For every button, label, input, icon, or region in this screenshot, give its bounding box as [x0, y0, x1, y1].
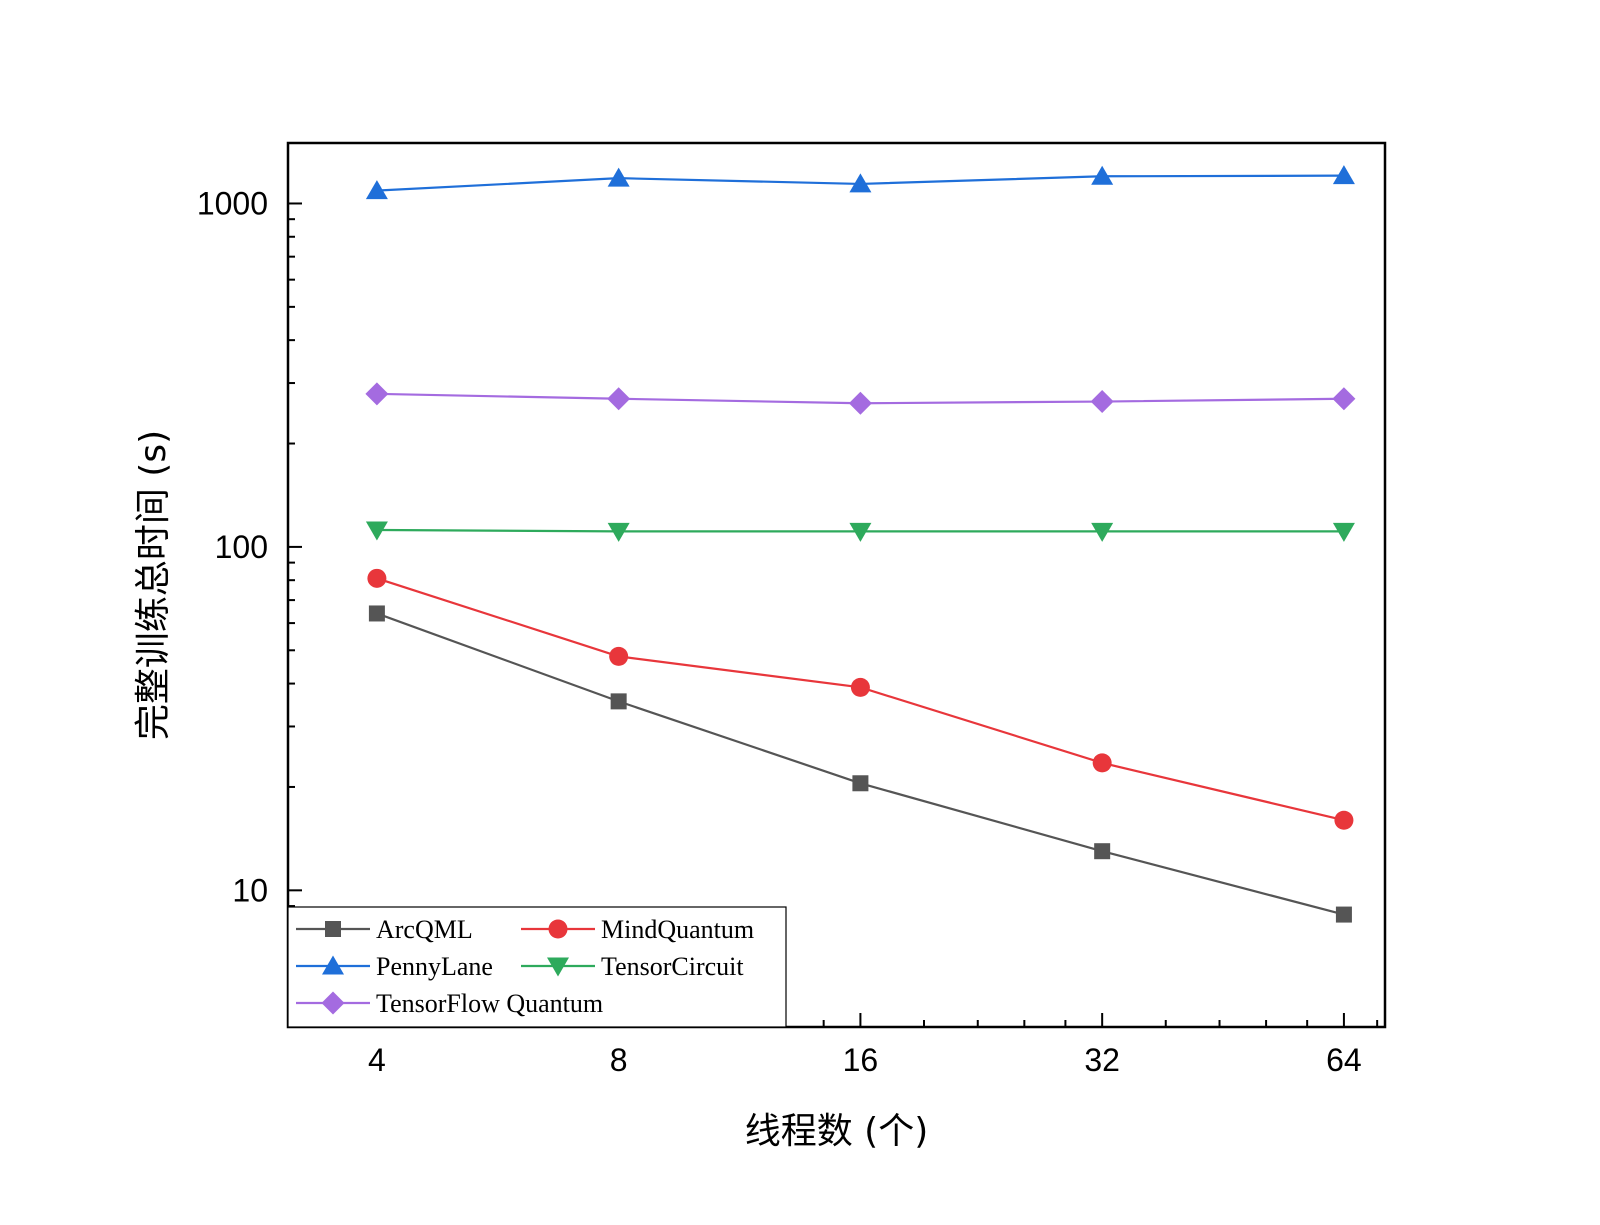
data-point-arcqml [1335, 906, 1352, 923]
data-point-arcqml [1094, 843, 1111, 860]
data-point-tensorcircuit [607, 522, 630, 542]
series-line-arcqml [376, 612, 1345, 916]
legend-item-tensorcircuit: TensorCircuit [521, 952, 744, 981]
x-tick-label: 4 [368, 1042, 386, 1078]
data-point-tensorcircuit [1091, 522, 1114, 542]
data-point-tensorflow-quantum [365, 382, 389, 406]
data-point-tensorcircuit [1332, 522, 1355, 542]
series-tensorcircuit [365, 521, 1355, 542]
legend-swatch-marker [325, 921, 341, 937]
legend: ArcQML MindQuantum PennyLane TensorCircuit T… [287, 906, 787, 1028]
x-tick-label: 16 [843, 1042, 879, 1078]
data-point-mindquantum [609, 646, 629, 666]
data-point-tensorflow-quantum [607, 387, 631, 411]
data-point-mindquantum [1334, 810, 1354, 830]
series-tensorflow-quantum [365, 382, 1356, 415]
legend-swatch-marker [322, 955, 344, 975]
x-tick-label: 8 [610, 1042, 628, 1078]
legend-item-arcqml: ArcQML [296, 915, 473, 944]
y-tick-label: 1000 [197, 185, 268, 221]
data-point-arcqml [610, 693, 627, 710]
plot-frame [286, 141, 1387, 1029]
legend-swatch-marker [321, 991, 345, 1015]
series-mindquantum [367, 568, 1354, 830]
data-point-pennylane [365, 180, 388, 200]
data-point-arcqml [852, 775, 869, 792]
data-point-arcqml [368, 605, 385, 622]
data-point-tensorcircuit [849, 522, 872, 542]
data-point-pennylane [607, 167, 630, 187]
x-tick-label: 64 [1326, 1042, 1362, 1078]
legend-item-mindquantum: MindQuantum [521, 915, 754, 944]
y-tick-label: 100 [215, 529, 268, 565]
series-arcqml [368, 605, 1352, 923]
legend-label: PennyLane [376, 952, 493, 981]
data-point-pennylane [849, 173, 872, 193]
legend-item-tensorflow-quantum: TensorFlow Quantum [296, 989, 603, 1018]
legend-swatch-marker [547, 957, 569, 977]
series-pennylane [365, 165, 1355, 200]
data-point-tensorcircuit [365, 521, 388, 541]
legend-label: MindQuantum [601, 915, 754, 944]
legend-label: TensorCircuit [601, 952, 744, 981]
data-point-mindquantum [850, 677, 870, 697]
legend-label: TensorFlow Quantum [376, 989, 603, 1018]
data-point-tensorflow-quantum [1332, 387, 1356, 411]
y-tick-label: 10 [232, 872, 268, 908]
data-point-tensorflow-quantum [848, 391, 872, 415]
plot-area [365, 165, 1356, 923]
legend-label: ArcQML [376, 915, 473, 944]
data-point-tensorflow-quantum [1090, 390, 1114, 414]
legend-swatch-marker [548, 919, 568, 939]
legend-item-pennylane: PennyLane [296, 952, 493, 981]
y-axis-title: 完整训练总时间 (s) [133, 430, 174, 740]
data-point-pennylane [1332, 165, 1355, 185]
data-point-mindquantum [367, 568, 387, 588]
x-tick-label: 32 [1084, 1042, 1120, 1078]
data-point-pennylane [1091, 165, 1114, 185]
x-axis-title: 线程数 (个) [745, 1111, 929, 1152]
data-point-mindquantum [1092, 753, 1112, 773]
